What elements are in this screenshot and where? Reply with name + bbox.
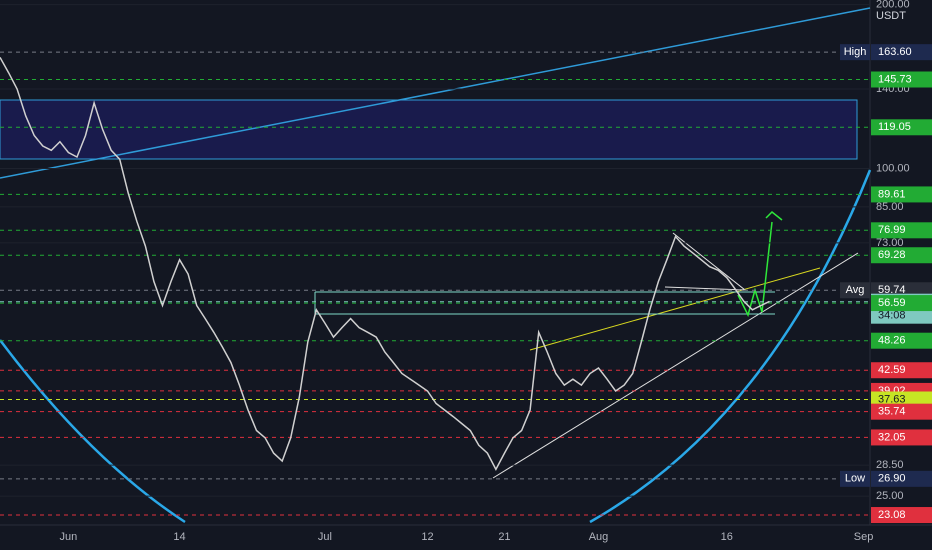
price-label: 145.73 xyxy=(878,73,912,85)
price-label: 35.74 xyxy=(878,406,906,418)
y-tick-label: 85.00 xyxy=(876,201,904,213)
price-label-box xyxy=(871,429,932,446)
x-tick-label: Aug xyxy=(589,531,609,543)
price-label: 89.61 xyxy=(878,188,906,200)
zone-box xyxy=(0,99,858,160)
name-box xyxy=(840,282,870,299)
price-label-box xyxy=(871,295,932,312)
x-tick-label: 16 xyxy=(721,531,733,543)
price-label-box xyxy=(871,186,932,203)
drawings xyxy=(0,7,872,524)
price-label-box xyxy=(871,332,932,349)
price-label-box xyxy=(871,362,932,379)
price-label: 163.60 xyxy=(878,46,912,58)
curve xyxy=(589,169,872,524)
price-label-box xyxy=(871,507,932,524)
price-line xyxy=(0,57,770,472)
price-label-box xyxy=(871,391,932,408)
price-label: 32.05 xyxy=(878,431,906,443)
price-label: 119.05 xyxy=(878,121,911,133)
price-label: 48.26 xyxy=(878,335,906,347)
price-label: 37.63 xyxy=(878,393,906,405)
price-label: 26.90 xyxy=(878,473,906,485)
price-label: 59.74 xyxy=(878,284,906,296)
x-tick-label: Sep xyxy=(854,531,874,543)
curve xyxy=(0,339,186,524)
level-name: High xyxy=(844,46,867,58)
currency: USDT xyxy=(876,10,906,22)
trend-line xyxy=(0,7,871,179)
price-label-box xyxy=(871,222,932,239)
x-tick-label: 12 xyxy=(421,531,433,543)
x-tick-label: 14 xyxy=(173,531,185,543)
price-label: 56.59 xyxy=(878,297,906,309)
name-box xyxy=(840,470,870,487)
y-tick-label: 200.00 xyxy=(876,0,910,11)
level-name: Low xyxy=(845,473,865,485)
name-box xyxy=(840,44,870,61)
price-label: 69.28 xyxy=(878,249,906,261)
trend-line xyxy=(492,252,859,479)
arrow-head xyxy=(765,210,783,221)
price-label-box xyxy=(871,44,932,61)
y-tick-label: 73.00 xyxy=(876,237,904,249)
price-label-box xyxy=(871,247,932,264)
level-name: Avg xyxy=(846,284,865,296)
price-label: 23.08 xyxy=(878,509,906,521)
price-label: 42.59 xyxy=(878,364,906,376)
price-label-box xyxy=(871,470,932,487)
price-label: 76.99 xyxy=(878,224,906,236)
price-label-box xyxy=(871,403,932,420)
x-tick-label: Jul xyxy=(318,531,332,543)
x-tick-label: 21 xyxy=(498,531,510,543)
price-label-box xyxy=(871,71,932,88)
price-label-box xyxy=(871,119,932,136)
x-tick-label: Jun xyxy=(60,531,78,543)
trend-line xyxy=(529,267,821,351)
y-tick-label: 28.50 xyxy=(876,459,904,471)
y-tick-label: 25.00 xyxy=(876,490,904,502)
y-tick-label: 100.00 xyxy=(876,162,910,174)
countdown: 34:08 xyxy=(878,310,906,322)
